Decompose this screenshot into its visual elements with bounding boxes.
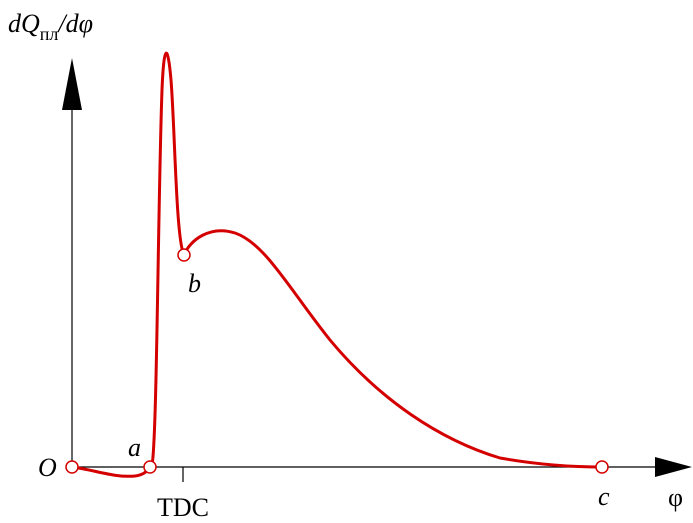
- y-axis-label: dQпл/dφ: [8, 9, 93, 44]
- label-c: c: [598, 482, 610, 511]
- x-axis-label: φ: [668, 483, 683, 512]
- point-a: [143, 460, 157, 474]
- tdc-label: TDC: [157, 493, 209, 522]
- point-c: [595, 460, 609, 474]
- label-a: a: [128, 433, 141, 462]
- y-label-main: dQ: [8, 9, 40, 38]
- y-label-rest: /dφ: [56, 9, 93, 38]
- y-label-subscript: пл: [40, 24, 59, 44]
- point-o: [65, 460, 79, 474]
- label-o: O: [38, 453, 57, 482]
- point-b: [177, 248, 191, 262]
- heat-release-curve: [71, 51, 603, 478]
- y-axis-arrow: [62, 58, 82, 110]
- label-b: b: [188, 269, 201, 298]
- x-axis-arrow: [655, 457, 692, 477]
